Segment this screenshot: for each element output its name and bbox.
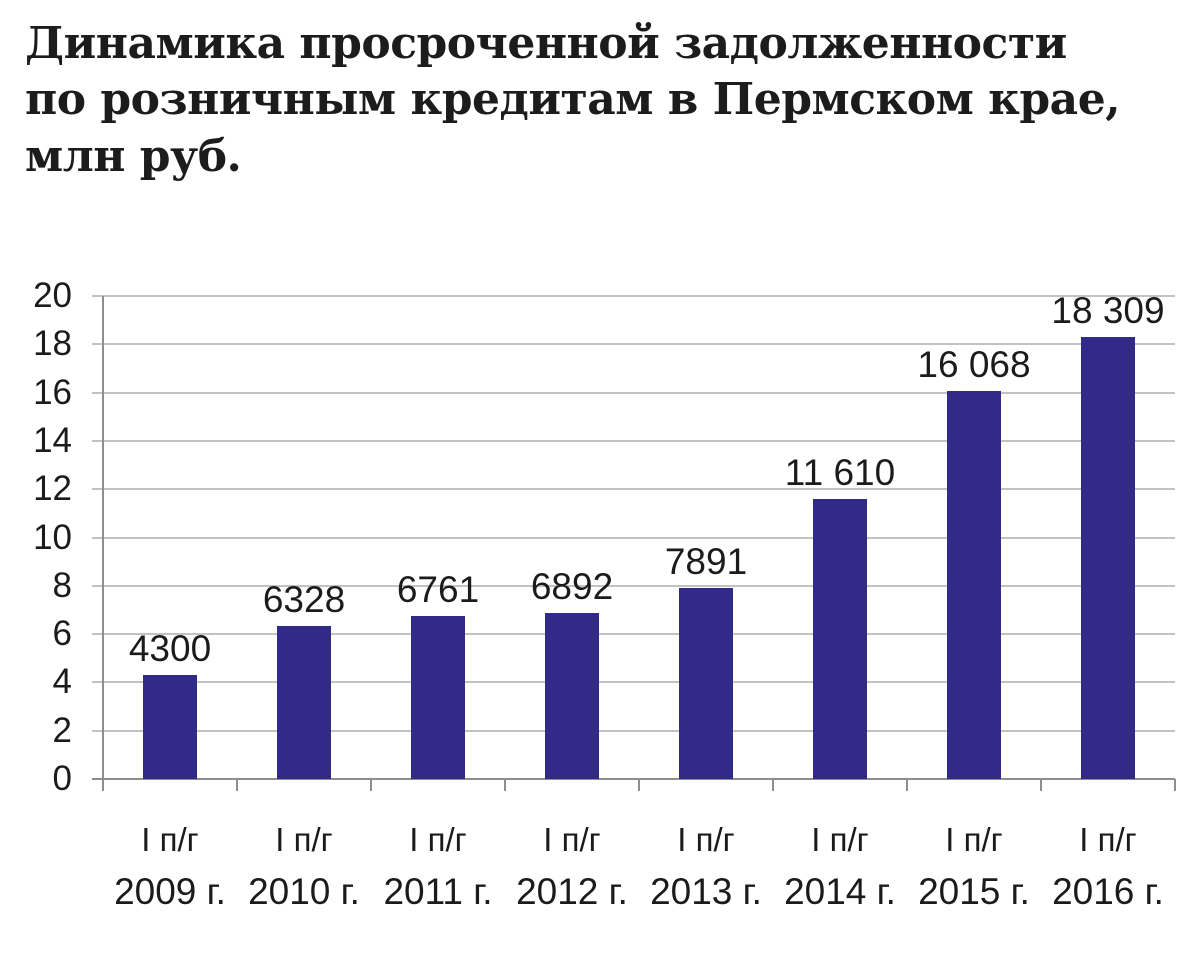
bar-value-label: 7891 xyxy=(664,541,748,583)
gridline xyxy=(92,295,1175,297)
bar-value-label: 6328 xyxy=(262,579,346,621)
x-axis-tick xyxy=(370,779,372,791)
x-axis-tick xyxy=(504,779,506,791)
y-axis-tick-label: 4 xyxy=(52,662,72,702)
plot-area: 0 2 4 6 8 10 12 14 16 18 20 4300 I п/г 2009 г. 6328 I п… xyxy=(33,276,1176,912)
y-axis-tick-label: 0 xyxy=(52,759,72,798)
y-axis-tick-label: 6 xyxy=(52,614,72,654)
y-axis-tick-label: 20 xyxy=(33,276,72,315)
x-axis-label-year: 2012 г. xyxy=(516,871,628,912)
x-axis-tick xyxy=(1040,779,1042,791)
x-axis-label-period: I п/г xyxy=(409,821,467,858)
gridline xyxy=(92,536,1175,539)
bar-value-label: 16 068 xyxy=(917,343,1031,385)
bar xyxy=(947,390,1001,779)
y-axis-line xyxy=(102,296,104,791)
x-axis-label-period: I п/г xyxy=(677,821,735,858)
x-axis-label-year: 2010 г. xyxy=(248,871,360,912)
y-axis-tick-label: 2 xyxy=(52,710,72,750)
bar-value-label: 11 610 xyxy=(784,451,896,493)
x-axis-label-year: 2013 г. xyxy=(650,871,762,912)
x-axis-tick xyxy=(906,779,908,791)
bar xyxy=(545,612,599,779)
x-axis-label-year: 2015 г. xyxy=(918,871,1030,912)
x-axis-label-year: 2014 г. xyxy=(784,871,896,912)
x-axis-label-period: I п/г xyxy=(945,821,1003,858)
y-axis-tick-label: 14 xyxy=(33,420,72,460)
bar xyxy=(277,626,331,779)
bar-value-label: 6761 xyxy=(396,568,480,610)
chart-title-line-3: млн руб. xyxy=(25,130,242,182)
x-axis-label-period: I п/г xyxy=(543,821,601,858)
y-axis-tick-label: 12 xyxy=(33,469,72,509)
x-axis-label-period: I п/г xyxy=(275,821,333,858)
x-axis-tick xyxy=(638,779,640,791)
gridline xyxy=(92,729,1175,732)
x-axis-label-period: I п/г xyxy=(811,821,869,858)
bar xyxy=(813,498,867,779)
x-axis-label-period: I п/г xyxy=(141,821,199,858)
x-axis-tick xyxy=(772,779,774,791)
chart-title: Динамика просроченной задолженности по ро… xyxy=(25,16,1121,185)
bar-value-label: 4300 xyxy=(128,628,212,670)
x-axis-label-year: 2009 г. xyxy=(114,871,226,912)
y-axis-tick-label: 8 xyxy=(52,565,72,605)
bar-value-label: 18 309 xyxy=(1051,289,1165,331)
y-axis-tick-label: 16 xyxy=(33,372,72,412)
y-axis-tick-label: 10 xyxy=(33,517,72,557)
chart-title-line-1: Динамика просроченной задолженности xyxy=(25,18,1067,69)
gridline xyxy=(92,488,1175,491)
bar xyxy=(679,588,733,779)
bar xyxy=(1081,336,1135,779)
gridline xyxy=(92,343,1175,346)
x-axis-label-period: I п/г xyxy=(1079,821,1137,858)
x-axis-label-year: 2011 г. xyxy=(383,871,493,912)
bar xyxy=(143,675,197,779)
x-axis-tick xyxy=(236,779,238,791)
chart-title-line-2: по розничным кредитам в Пермском крае, xyxy=(25,74,1121,126)
gridline xyxy=(92,681,1175,684)
gridline xyxy=(92,391,1175,394)
y-axis-tick-label: 18 xyxy=(33,324,72,364)
bar-value-label: 6892 xyxy=(530,565,614,607)
bar xyxy=(411,615,465,779)
x-axis-tick xyxy=(1174,779,1176,791)
gridline xyxy=(92,633,1175,636)
x-axis-label-year: 2016 г. xyxy=(1052,871,1164,912)
gridline xyxy=(92,584,1175,587)
x-axis-line xyxy=(92,778,1175,780)
gridline xyxy=(92,439,1175,442)
